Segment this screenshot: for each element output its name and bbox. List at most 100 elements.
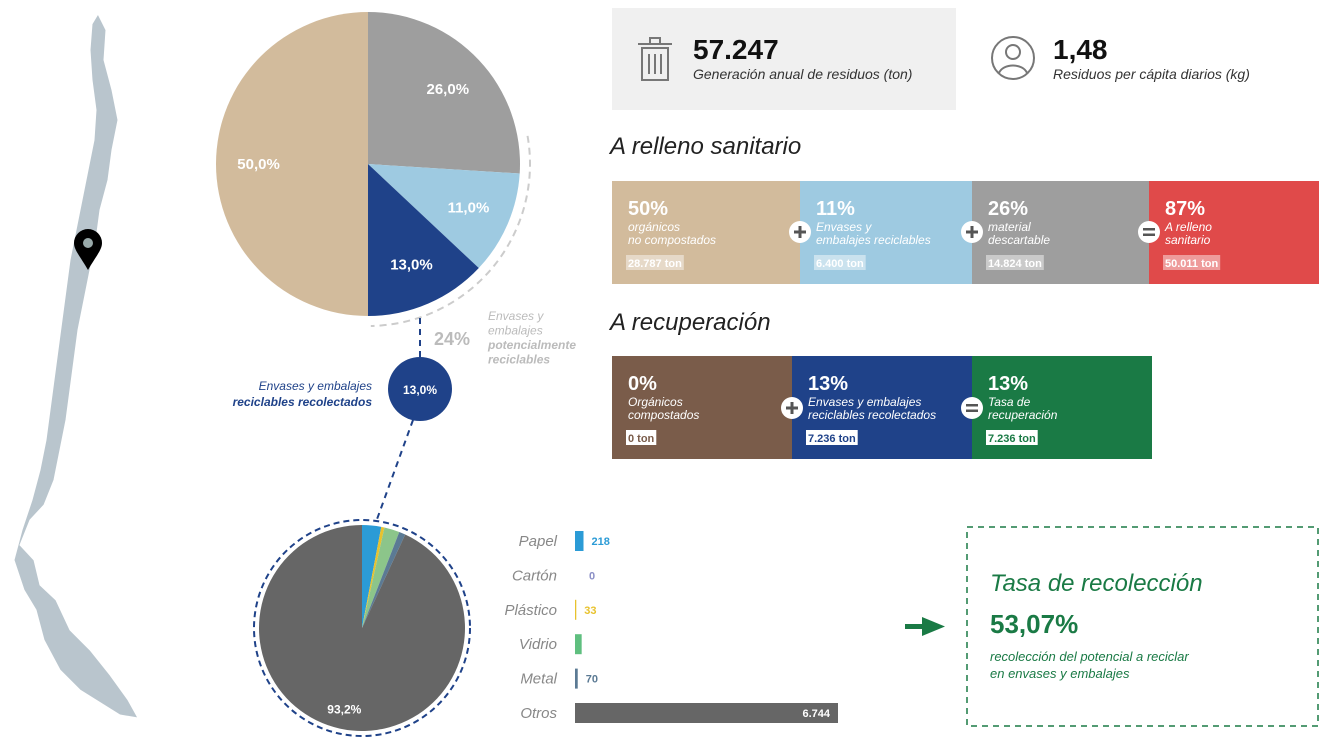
map-chile [13, 12, 139, 719]
pie-slice [362, 526, 385, 628]
flow-label: A relleno [1164, 220, 1212, 234]
bar-category: Vidrio [519, 636, 557, 653]
section-title: A relleno sanitario [608, 133, 801, 160]
potential-arc [370, 135, 531, 327]
flow-percent: 0% [628, 373, 657, 395]
potential-text-bold: reciclables [488, 353, 550, 367]
bar-value: 33 [584, 605, 596, 617]
operator-plus [970, 226, 974, 238]
section-title: A recuperación [608, 309, 771, 336]
bar-value: 70 [586, 674, 598, 686]
flow-percent: 11% [816, 198, 855, 220]
bar-category: Cartón [512, 567, 557, 584]
bar [575, 703, 838, 723]
person-icon [991, 36, 1035, 80]
bar-value: 218 [592, 536, 610, 548]
pie-outline [253, 519, 471, 737]
stat-label: Residuos per cápita diarios (kg) [1053, 66, 1250, 82]
bar-value: 6.744 [802, 708, 830, 720]
flow-label: Orgánicos [628, 395, 683, 409]
pie-slice [362, 525, 382, 628]
collected-text: Envases y embalajes [259, 379, 372, 393]
map-pin [74, 229, 102, 270]
pie-slice [368, 11, 520, 174]
bar-category: Plástico [504, 602, 557, 619]
ton-value: 7.236 ton [988, 433, 1036, 445]
ton-tag [986, 255, 1044, 270]
trash-icon [638, 37, 672, 81]
ton-tag [806, 430, 858, 445]
flow-label: compostados [628, 408, 699, 422]
flow-box [800, 181, 972, 284]
ton-value: 7.236 ton [808, 433, 856, 445]
ton-tag [626, 430, 657, 445]
ton-value: 28.787 ton [628, 258, 682, 270]
ton-tag [814, 255, 866, 270]
stats-panel [612, 8, 956, 110]
potential-text: embalajes [488, 324, 543, 338]
pie-slice [259, 525, 465, 731]
operator-equals [1143, 228, 1155, 231]
flow-label: Tasa de [988, 395, 1031, 409]
pie-slice [368, 164, 479, 316]
flow-percent: 87% [1165, 198, 1205, 220]
flow-box [612, 181, 800, 284]
flow-label: orgánicos [628, 220, 680, 234]
flow-label: reciclables recolectados [808, 408, 936, 422]
ton-value: 14.824 ton [988, 258, 1042, 270]
collected-value: 13,0% [403, 383, 437, 397]
operator-plus [790, 402, 794, 414]
ton-value: 6.400 ton [816, 258, 864, 270]
bar [575, 599, 577, 620]
flow-label: Envases y embalajes [808, 395, 921, 409]
bar-category: Otros [520, 705, 557, 722]
flow-label: embalajes reciclables [816, 233, 931, 247]
bar [575, 531, 584, 551]
stat-value: 1,48 [1053, 34, 1108, 65]
potential-text: Envases y [488, 309, 544, 323]
slice-label: 13,0% [390, 256, 433, 273]
flow-percent: 13% [988, 373, 1028, 395]
bar [575, 668, 578, 689]
tasa-title: Tasa de recolección [990, 570, 1203, 597]
operator-equals [966, 409, 978, 412]
tasa-text: recolección del potencial a reciclar [990, 649, 1189, 664]
flow-label: Envases y [816, 220, 872, 234]
flow-box [972, 181, 1149, 284]
operator [961, 397, 983, 419]
bar-value: 0 [589, 570, 595, 582]
pie-slice [362, 527, 400, 628]
arrow [905, 617, 945, 636]
slice-label: 50,0% [237, 156, 280, 173]
slice-label: 26,0% [427, 81, 470, 98]
slice-label: 93,2% [327, 702, 361, 716]
flow-label: material [988, 220, 1031, 234]
ton-value: 50.011 ton [1165, 258, 1218, 270]
tasa-text: en envases y embalajes [990, 666, 1130, 681]
potential-percent: 24% [434, 329, 470, 349]
flow-percent: 13% [808, 373, 848, 395]
flow-percent: 50% [628, 198, 668, 220]
ton-tag [626, 255, 684, 270]
ton-tag [1163, 255, 1221, 270]
operator-equals [1143, 233, 1155, 236]
operator-plus [798, 226, 802, 238]
flow-box [1149, 181, 1319, 284]
collected-circle [388, 357, 452, 421]
stat-label: Generación anual de residuos (ton) [693, 66, 912, 82]
pie-slice [216, 12, 368, 316]
pie-slice [362, 531, 406, 628]
connector [375, 419, 414, 523]
ton-tag [986, 430, 1038, 445]
operator-equals [966, 404, 978, 407]
bar-category: Metal [520, 671, 557, 688]
flow-label: sanitario [1165, 233, 1211, 247]
bar [575, 634, 582, 655]
slice-label: 11,0% [448, 199, 490, 216]
flow-label: descartable [988, 233, 1050, 247]
map-pin-dot [83, 238, 93, 248]
flow-label: recuperación [988, 408, 1058, 422]
ton-value: 0 ton [628, 433, 655, 445]
collected-text-bold: reciclables recolectados [233, 395, 373, 409]
